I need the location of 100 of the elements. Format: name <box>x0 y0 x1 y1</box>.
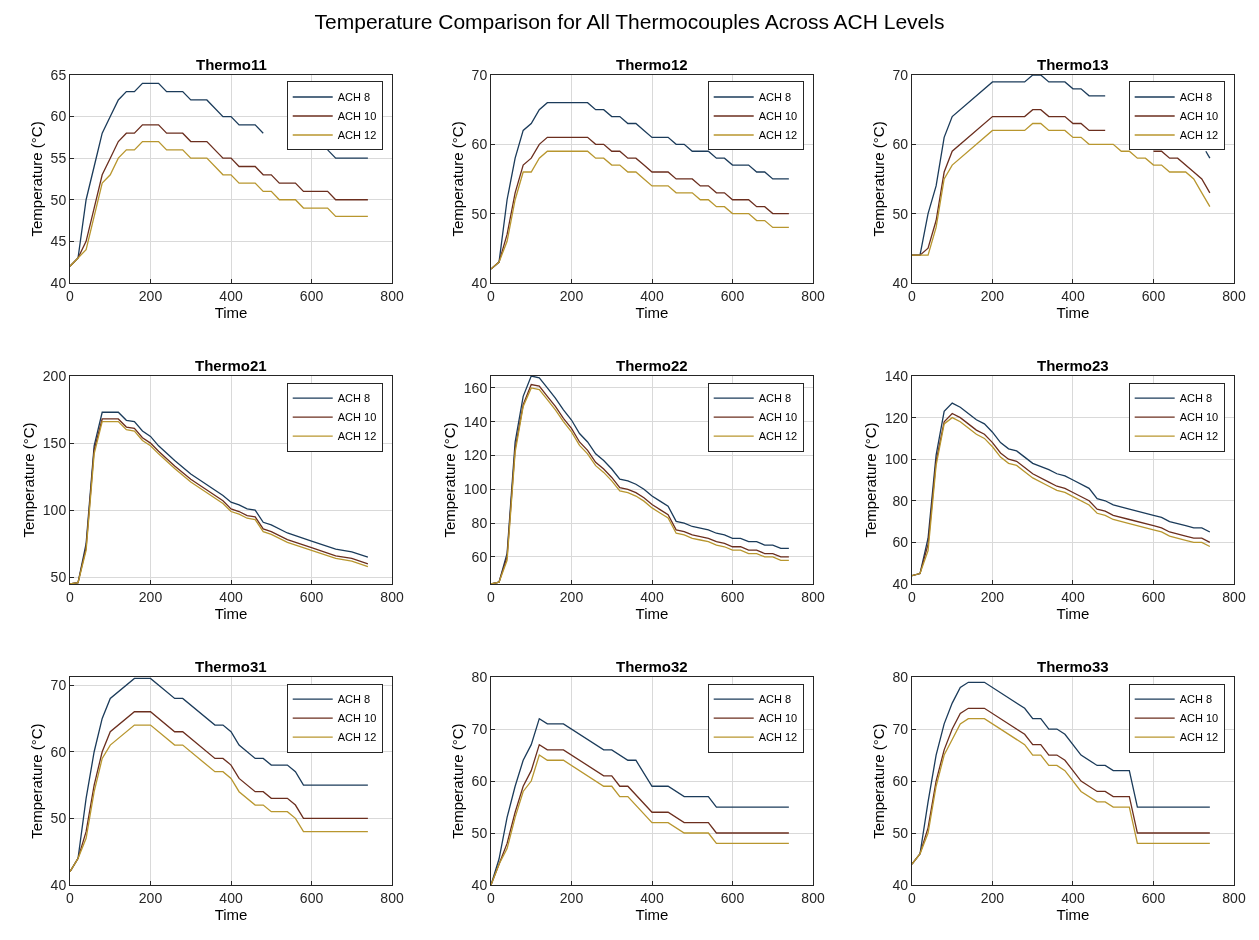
y-axis-title: Temperature (°C) <box>862 422 880 538</box>
legend-label: ACH 12 <box>1179 430 1219 443</box>
x-tick-label: 0 <box>66 287 75 304</box>
legend-label: ACH 8 <box>337 392 371 405</box>
legend-label: ACH 10 <box>337 110 377 123</box>
y-tick-label: 140 <box>884 367 909 384</box>
legend-label: ACH 8 <box>758 91 792 104</box>
text: Temperature Comparison for All Thermocouples Across ACH Levels <box>314 9 945 33</box>
legend-label: ACH 8 <box>1179 392 1213 405</box>
x-tick-label: 200 <box>980 287 1005 304</box>
y-tick-label: 70 <box>892 720 909 737</box>
legend-label: ACH 10 <box>1179 411 1219 424</box>
y-tick-label: 60 <box>892 136 909 153</box>
x-axis-title: Time <box>214 604 248 622</box>
y-tick-label: 100 <box>42 502 67 519</box>
y-tick-label: 80 <box>471 669 488 685</box>
chart-title: Thermo32 <box>616 658 688 675</box>
x-tick-label: 600 <box>299 287 324 304</box>
x-tick-label: 400 <box>219 889 243 906</box>
y-axis-title: Temperature (°C) <box>20 422 38 538</box>
y-tick-label: 55 <box>50 150 67 167</box>
x-tick-label: 400 <box>640 588 664 605</box>
y-tick-label: 150 <box>42 435 67 452</box>
x-tick-label: 0 <box>908 588 917 605</box>
y-tick-label: 50 <box>50 810 67 827</box>
x-tick-label: 600 <box>1141 889 1166 906</box>
x-tick-label: 800 <box>801 588 825 605</box>
y-tick-label: 100 <box>884 451 909 468</box>
y-tick-label: 80 <box>892 492 909 509</box>
x-tick-label: 400 <box>1061 588 1085 605</box>
chart-title: Thermo23 <box>1037 357 1109 374</box>
y-tick-label: 70 <box>471 66 488 83</box>
x-axis-title: Time <box>214 303 248 321</box>
x-tick-label: 200 <box>138 588 163 605</box>
x-tick-label: 600 <box>299 889 324 906</box>
legend-label: ACH 8 <box>1179 91 1213 104</box>
y-tick-label: 70 <box>50 677 67 693</box>
y-tick-label: 40 <box>892 876 909 893</box>
y-tick-label: 140 <box>463 413 488 430</box>
chart-title: Thermo11 <box>196 56 267 73</box>
x-tick-label: 0 <box>487 287 496 304</box>
x-tick-label: 0 <box>487 588 496 605</box>
x-axis-title: Time <box>1056 303 1090 321</box>
y-tick-label: 65 <box>50 66 67 83</box>
legend-label: ACH 12 <box>337 430 377 443</box>
y-tick-label: 60 <box>892 534 909 551</box>
y-axis-title: Temperature (°C) <box>448 121 466 237</box>
x-tick-label: 600 <box>720 889 745 906</box>
y-tick-label: 50 <box>892 824 909 841</box>
legend-label: ACH 12 <box>1179 129 1219 142</box>
legend-label: ACH 12 <box>337 731 377 744</box>
y-tick-label: 40 <box>471 274 488 291</box>
y-tick-label: 120 <box>463 447 488 464</box>
x-tick-label: 200 <box>559 889 584 906</box>
y-tick-label: 40 <box>471 876 488 893</box>
x-tick-label: 400 <box>219 287 243 304</box>
y-tick-label: 50 <box>471 205 488 222</box>
x-tick-label: 800 <box>1222 889 1246 906</box>
legend-label: ACH 12 <box>1179 731 1219 744</box>
y-tick-label: 40 <box>50 274 67 291</box>
x-tick-label: 200 <box>138 889 163 906</box>
y-tick-label: 40 <box>892 575 909 592</box>
y-tick-label: 70 <box>892 66 909 83</box>
legend-label: ACH 8 <box>337 693 371 706</box>
x-tick-label: 800 <box>801 889 825 906</box>
chart-title: Thermo13 <box>1037 56 1109 73</box>
x-tick-label: 400 <box>1061 889 1085 906</box>
y-axis-title: Temperature (°C) <box>27 121 45 237</box>
x-tick-label: 400 <box>640 287 664 304</box>
x-axis-title: Time <box>635 604 669 622</box>
y-tick-label: 50 <box>50 191 67 208</box>
legend-label: ACH 10 <box>758 712 798 725</box>
legend-label: ACH 10 <box>758 110 798 123</box>
y-tick-label: 120 <box>884 409 909 426</box>
y-tick-label: 80 <box>892 669 909 685</box>
y-tick-label: 160 <box>463 379 488 396</box>
x-tick-label: 600 <box>1141 287 1166 304</box>
x-tick-label: 800 <box>380 889 404 906</box>
x-axis-title: Time <box>214 905 248 923</box>
legend-label: ACH 12 <box>758 129 798 142</box>
x-tick-label: 200 <box>138 287 163 304</box>
y-tick-label: 45 <box>50 233 67 250</box>
x-axis-title: Time <box>1056 905 1090 923</box>
legend-label: ACH 8 <box>1179 693 1213 706</box>
y-tick-label: 60 <box>50 743 67 760</box>
y-tick-label: 40 <box>892 274 909 291</box>
y-axis-title: Temperature (°C) <box>869 121 887 237</box>
x-tick-label: 400 <box>1061 287 1085 304</box>
y-axis-title: Temperature (°C) <box>869 723 887 839</box>
x-axis-title: Time <box>635 303 669 321</box>
y-tick-label: 200 <box>42 367 67 384</box>
y-tick-label: 60 <box>471 136 488 153</box>
y-axis-title: Temperature (°C) <box>441 422 459 538</box>
x-tick-label: 600 <box>720 588 745 605</box>
y-tick-label: 80 <box>471 515 488 531</box>
x-tick-label: 0 <box>66 588 75 605</box>
y-tick-label: 60 <box>471 772 488 789</box>
legend-label: ACH 10 <box>337 411 377 424</box>
x-axis-title: Time <box>1056 604 1090 622</box>
legend-label: ACH 8 <box>758 392 792 405</box>
